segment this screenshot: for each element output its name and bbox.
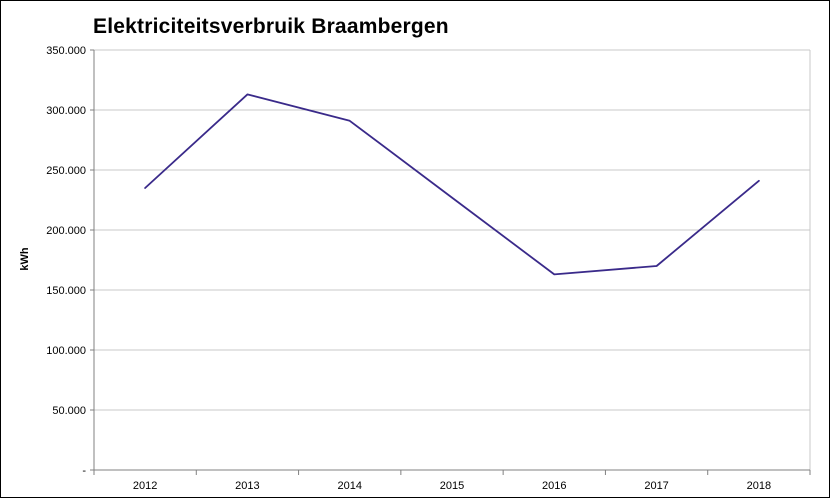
y-tick-label: - [82,465,86,477]
axes [90,49,811,475]
x-tick-labels: 2012 2013 2014 2015 2016 2017 2018 [133,480,771,492]
x-tick-label: 2018 [747,480,771,492]
y-tick-label: 300.000 [46,105,86,117]
y-tick-labels: - 50.000 100.000 150.000 200.000 250.000 300.0… [46,45,86,477]
y-tick-label: 250.000 [46,165,86,177]
x-tick-label: 2012 [133,480,157,492]
chart-title: Elektriciteitsverbruik Braambergen [93,15,449,38]
y-tick-label: 50.000 [52,405,86,417]
x-tick-label: 2014 [337,480,361,492]
series-line [144,93,760,276]
y-tick-label: 200.000 [46,225,86,237]
x-tick-label: 2016 [542,480,566,492]
gridlines [94,49,811,470]
y-tick-label: 350.000 [46,45,86,57]
series-layer [144,93,760,276]
y-tick-label: 100.000 [46,345,86,357]
x-tick-label: 2017 [644,480,668,492]
y-axis-title: kWh [19,247,31,271]
x-tick-label: 2013 [235,480,259,492]
y-tick-label: 150.000 [46,285,86,297]
x-tick-label: 2015 [440,480,464,492]
